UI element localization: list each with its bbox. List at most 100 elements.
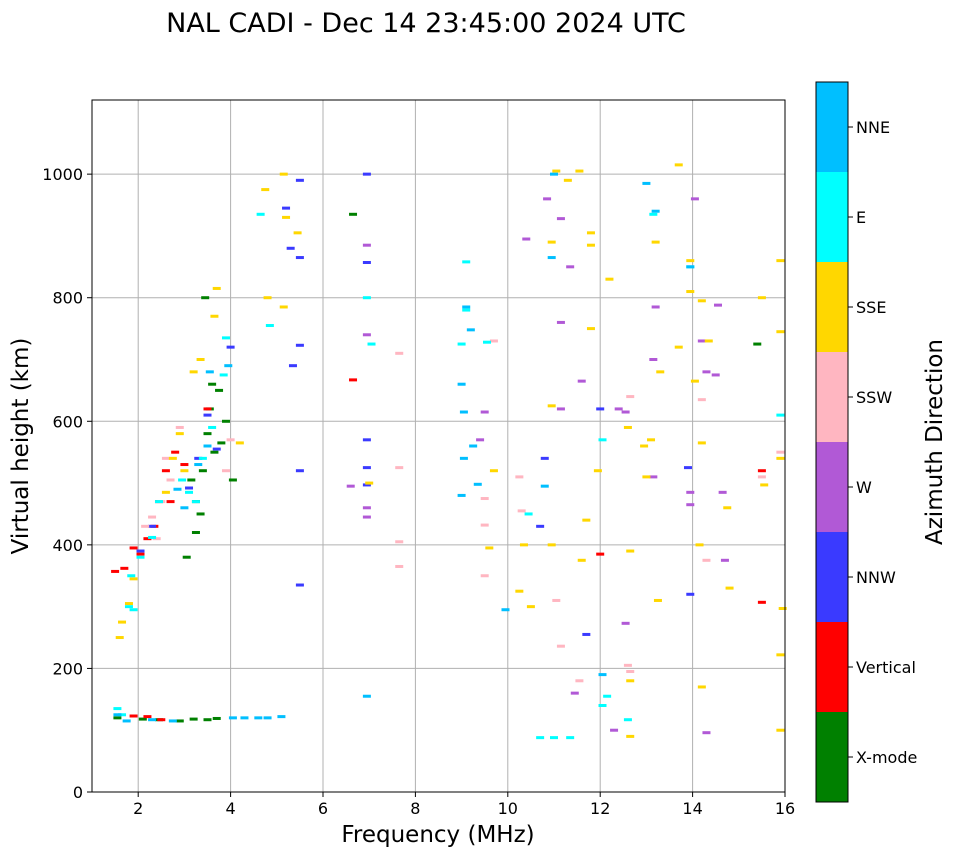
point-e bbox=[367, 342, 376, 346]
point-sse bbox=[586, 327, 595, 331]
point-w bbox=[556, 217, 565, 221]
point-w bbox=[711, 373, 720, 377]
point-nnw bbox=[212, 447, 221, 451]
point-ssw bbox=[141, 524, 150, 528]
point-nnw bbox=[295, 178, 304, 182]
point-x-mode bbox=[201, 296, 210, 300]
point-ssw bbox=[395, 540, 404, 544]
point-nnw bbox=[148, 524, 157, 528]
point-nne bbox=[173, 487, 182, 491]
point-vertical bbox=[203, 407, 212, 411]
point-x-mode bbox=[196, 512, 205, 516]
point-sse bbox=[515, 589, 524, 593]
colorbar: X-mode Vertical NNW W SSW SSE E NNE bbox=[815, 81, 917, 803]
point-ssw bbox=[148, 515, 157, 519]
point-x-mode bbox=[175, 719, 184, 723]
point-sse bbox=[778, 606, 787, 610]
x-tick-label: 4 bbox=[226, 799, 236, 818]
point-w bbox=[362, 506, 371, 510]
point-w bbox=[362, 333, 371, 337]
point-ssw bbox=[626, 395, 635, 399]
point-nne bbox=[642, 181, 651, 185]
point-nne bbox=[462, 305, 471, 309]
point-ssw bbox=[556, 644, 565, 648]
point-nne bbox=[469, 444, 478, 448]
point-nnw bbox=[295, 256, 304, 260]
point-x-mode bbox=[203, 718, 212, 722]
point-ssw bbox=[221, 469, 230, 473]
point-nnw bbox=[203, 413, 212, 417]
point-x-mode bbox=[191, 531, 200, 534]
point-sse bbox=[575, 169, 584, 173]
point-nne bbox=[547, 256, 556, 260]
point-nne bbox=[148, 718, 157, 722]
point-e bbox=[566, 736, 575, 740]
point-w bbox=[556, 320, 565, 324]
point-nne bbox=[113, 713, 122, 717]
point-sse bbox=[293, 231, 302, 235]
point-sse bbox=[547, 404, 556, 408]
point-e bbox=[603, 694, 612, 698]
colorbar-label-nnw: NNW bbox=[856, 568, 896, 587]
point-ssw bbox=[395, 351, 404, 355]
point-sse bbox=[161, 490, 170, 494]
point-nne bbox=[473, 482, 482, 486]
point-e bbox=[113, 707, 122, 711]
colorbar-segment-sse bbox=[816, 262, 848, 352]
point-ssw bbox=[152, 537, 161, 541]
point-sse bbox=[640, 444, 649, 448]
point-nnw bbox=[362, 483, 371, 487]
colorbar-segment-w bbox=[816, 442, 848, 532]
point-sse bbox=[124, 602, 133, 606]
point-e bbox=[221, 336, 230, 340]
point-x-mode bbox=[228, 478, 237, 482]
point-x-mode bbox=[215, 388, 224, 392]
point-ssw bbox=[702, 558, 711, 562]
point-vertical bbox=[136, 552, 145, 556]
x-tick-label: 2 bbox=[133, 799, 143, 818]
point-sse bbox=[776, 728, 785, 732]
point-e bbox=[623, 718, 632, 722]
point-nne bbox=[277, 715, 286, 719]
point-nnw bbox=[540, 456, 549, 460]
point-e bbox=[550, 736, 558, 740]
colorbar-segment-nnw bbox=[816, 532, 848, 622]
point-nnw bbox=[288, 364, 297, 368]
point-nne bbox=[466, 328, 475, 332]
x-tick-label: 10 bbox=[498, 799, 518, 818]
point-nne bbox=[598, 673, 607, 677]
point-vertical bbox=[120, 566, 129, 570]
point-e bbox=[462, 260, 471, 264]
point-w bbox=[702, 370, 711, 374]
point-w bbox=[690, 197, 699, 201]
point-x-mode bbox=[198, 469, 207, 473]
point-w bbox=[714, 303, 723, 307]
point-vertical bbox=[129, 714, 138, 718]
axis-ticks: 2 4 6 8 10 12 14 16 0 200 400 600 800 1000 bbox=[42, 165, 795, 818]
point-nnw bbox=[582, 632, 591, 636]
point-sse bbox=[690, 379, 699, 383]
point-sse bbox=[642, 475, 651, 479]
point-sse bbox=[577, 558, 586, 562]
point-e bbox=[265, 324, 274, 328]
point-w bbox=[718, 490, 727, 494]
point-e bbox=[598, 438, 607, 442]
point-e bbox=[178, 478, 187, 482]
point-sse bbox=[586, 243, 595, 247]
point-nnw bbox=[185, 486, 194, 490]
point-x-mode bbox=[113, 716, 122, 720]
point-ssw bbox=[515, 475, 524, 479]
point-sse bbox=[626, 679, 635, 683]
point-w bbox=[543, 197, 552, 201]
point-nne bbox=[459, 456, 468, 460]
point-x-mode bbox=[208, 382, 217, 386]
point-ssw bbox=[395, 466, 404, 470]
point-e bbox=[118, 713, 127, 717]
point-sse bbox=[776, 653, 785, 657]
point-sse bbox=[519, 543, 528, 547]
point-sse bbox=[723, 506, 732, 510]
point-sse bbox=[776, 330, 785, 334]
point-sse bbox=[282, 215, 291, 219]
point-sse bbox=[697, 685, 706, 689]
